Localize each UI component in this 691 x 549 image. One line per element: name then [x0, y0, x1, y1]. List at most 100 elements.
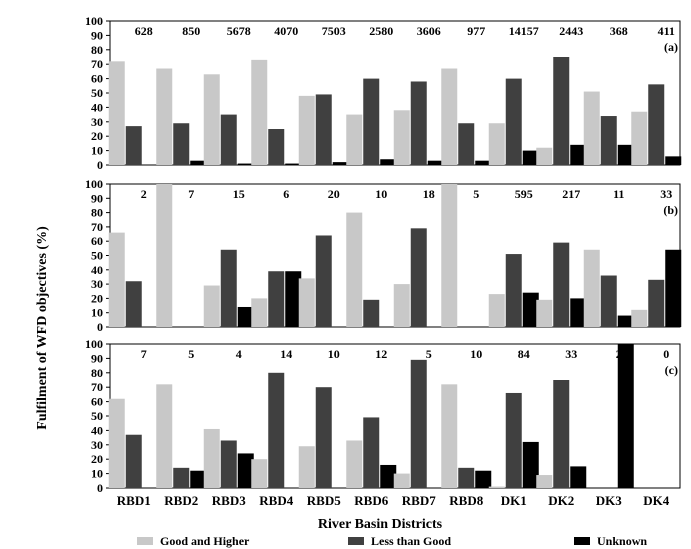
panel-label: (c) [665, 363, 678, 377]
x-category-label: RBD5 [307, 493, 341, 508]
bar-rbd4-good-and-higher [251, 459, 268, 488]
bar-rbd2-less-than-good [173, 467, 190, 488]
count-label: 2580 [369, 24, 393, 38]
bar-dk2-good-and-higher [536, 475, 553, 488]
count-label: 3606 [417, 24, 441, 38]
count-label: 10 [375, 187, 387, 201]
panel-label: (a) [664, 40, 678, 54]
legend-swatch [137, 537, 153, 545]
x-category-label: RBD7 [402, 493, 436, 508]
bar-rbd4-good-and-higher [251, 59, 268, 165]
bar-rbd2-good-and-higher [156, 68, 173, 165]
bar-rbd8-good-and-higher [441, 184, 458, 327]
y-tick-label: 100 [85, 177, 103, 191]
bar-dk2-unknown [570, 144, 587, 165]
count-label: 2 [141, 187, 147, 201]
bar-rbd8-less-than-good [458, 123, 475, 165]
x-category-labels: RBD1 RBD2 RBD3 RBD4 RBD5 RBD6 RBD7 RBD8 DK1 DK2 DK… [117, 493, 670, 508]
bar-dk2-less-than-good [553, 57, 570, 165]
legend-swatch [574, 537, 590, 545]
y-tick-label: 40 [91, 100, 103, 114]
y-tick-label: 80 [91, 43, 103, 57]
bar-dk4-unknown [665, 156, 682, 165]
y-tick-label: 80 [91, 366, 103, 380]
y-tick-label: 80 [91, 206, 103, 220]
bar-rbd4-less-than-good [268, 129, 285, 165]
bar-dk1-good-and-higher [488, 294, 505, 327]
count-label: 84 [518, 347, 530, 361]
y-tick-label: 50 [91, 249, 103, 263]
bar-rbd3-good-and-higher [203, 74, 220, 165]
bar-rbd3-less-than-good [220, 440, 237, 488]
bar-rbd3-less-than-good [220, 249, 237, 327]
bar-rbd5-unknown [332, 162, 349, 165]
y-tick-label: 60 [91, 72, 103, 86]
bar-dk3-less-than-good [600, 275, 617, 327]
y-tick-label: 100 [85, 337, 103, 351]
bar-dk4-good-and-higher [631, 111, 648, 165]
bar-rbd4-unknown [285, 271, 302, 327]
legend-label: Less than Good [371, 534, 451, 548]
y-tick-label: 70 [91, 380, 103, 394]
bar-dk1-less-than-good [505, 78, 522, 165]
count-label: 5678 [227, 24, 251, 38]
x-category-label: RBD6 [354, 493, 388, 508]
bar-rbd7-less-than-good [410, 359, 427, 488]
count-label: 33 [565, 347, 577, 361]
bar-dk3-less-than-good [600, 116, 617, 165]
bar-dk2-less-than-good [553, 242, 570, 327]
y-tick-label: 10 [91, 306, 103, 320]
bar-rbd6-less-than-good [363, 417, 380, 488]
bar-rbd7-less-than-good [410, 81, 427, 165]
x-category-label: DK4 [643, 493, 670, 508]
bar-rbd8-less-than-good [458, 467, 475, 488]
bar-rbd8-unknown [475, 470, 492, 488]
bar-dk4-unknown [665, 249, 682, 327]
bar-rbd7-good-and-higher [393, 473, 410, 488]
bar-dk4-good-and-higher [631, 309, 648, 327]
bar-rbd1-good-and-higher [108, 232, 125, 327]
count-label: 18 [423, 187, 435, 201]
bar-dk1-unknown [522, 292, 539, 327]
count-label: 14157 [509, 24, 539, 38]
y-tick-label: 90 [91, 351, 103, 365]
legend-label: Good and Higher [160, 534, 250, 548]
y-tick-label: 10 [91, 467, 103, 481]
count-label: 15 [233, 187, 245, 201]
y-tick-label: 10 [91, 144, 103, 158]
y-tick-label: 30 [91, 277, 103, 291]
bar-rbd5-good-and-higher [298, 95, 315, 165]
bar-rbd5-less-than-good [315, 387, 332, 488]
bar-dk1-less-than-good [505, 392, 522, 488]
y-tick-label: 100 [85, 14, 103, 28]
count-label: 628 [135, 24, 153, 38]
legend-label: Unknown [597, 534, 647, 548]
bar-rbd2-less-than-good [173, 123, 190, 165]
x-category-label: DK1 [501, 493, 527, 508]
bar-dk2-good-and-higher [536, 299, 553, 327]
bar-rbd3-good-and-higher [203, 428, 220, 488]
bar-rbd6-good-and-higher [346, 212, 363, 327]
count-label: 7503 [322, 24, 346, 38]
count-label: 4 [236, 347, 242, 361]
y-tick-label: 30 [91, 115, 103, 129]
count-label: 10 [470, 347, 482, 361]
count-label: 5 [188, 347, 194, 361]
bar-dk3-unknown [617, 315, 634, 327]
bar-rbd1-less-than-good [125, 434, 142, 488]
bar-rbd2-good-and-higher [156, 184, 173, 327]
y-tick-label: 20 [91, 129, 103, 143]
bar-rbd8-good-and-higher [441, 68, 458, 165]
legend-swatch [348, 537, 364, 545]
count-label: 4070 [274, 24, 298, 38]
bar-dk2-less-than-good [553, 380, 570, 488]
bar-rbd3-unknown [237, 306, 254, 327]
bar-rbd8-good-and-higher [441, 384, 458, 488]
bar-rbd6-good-and-higher [346, 114, 363, 165]
count-label: 5 [473, 187, 479, 201]
bar-rbd3-unknown [237, 453, 254, 488]
y-tick-label: 70 [91, 57, 103, 71]
bar-dk2-unknown [570, 298, 587, 327]
x-category-label: DK3 [596, 493, 623, 508]
